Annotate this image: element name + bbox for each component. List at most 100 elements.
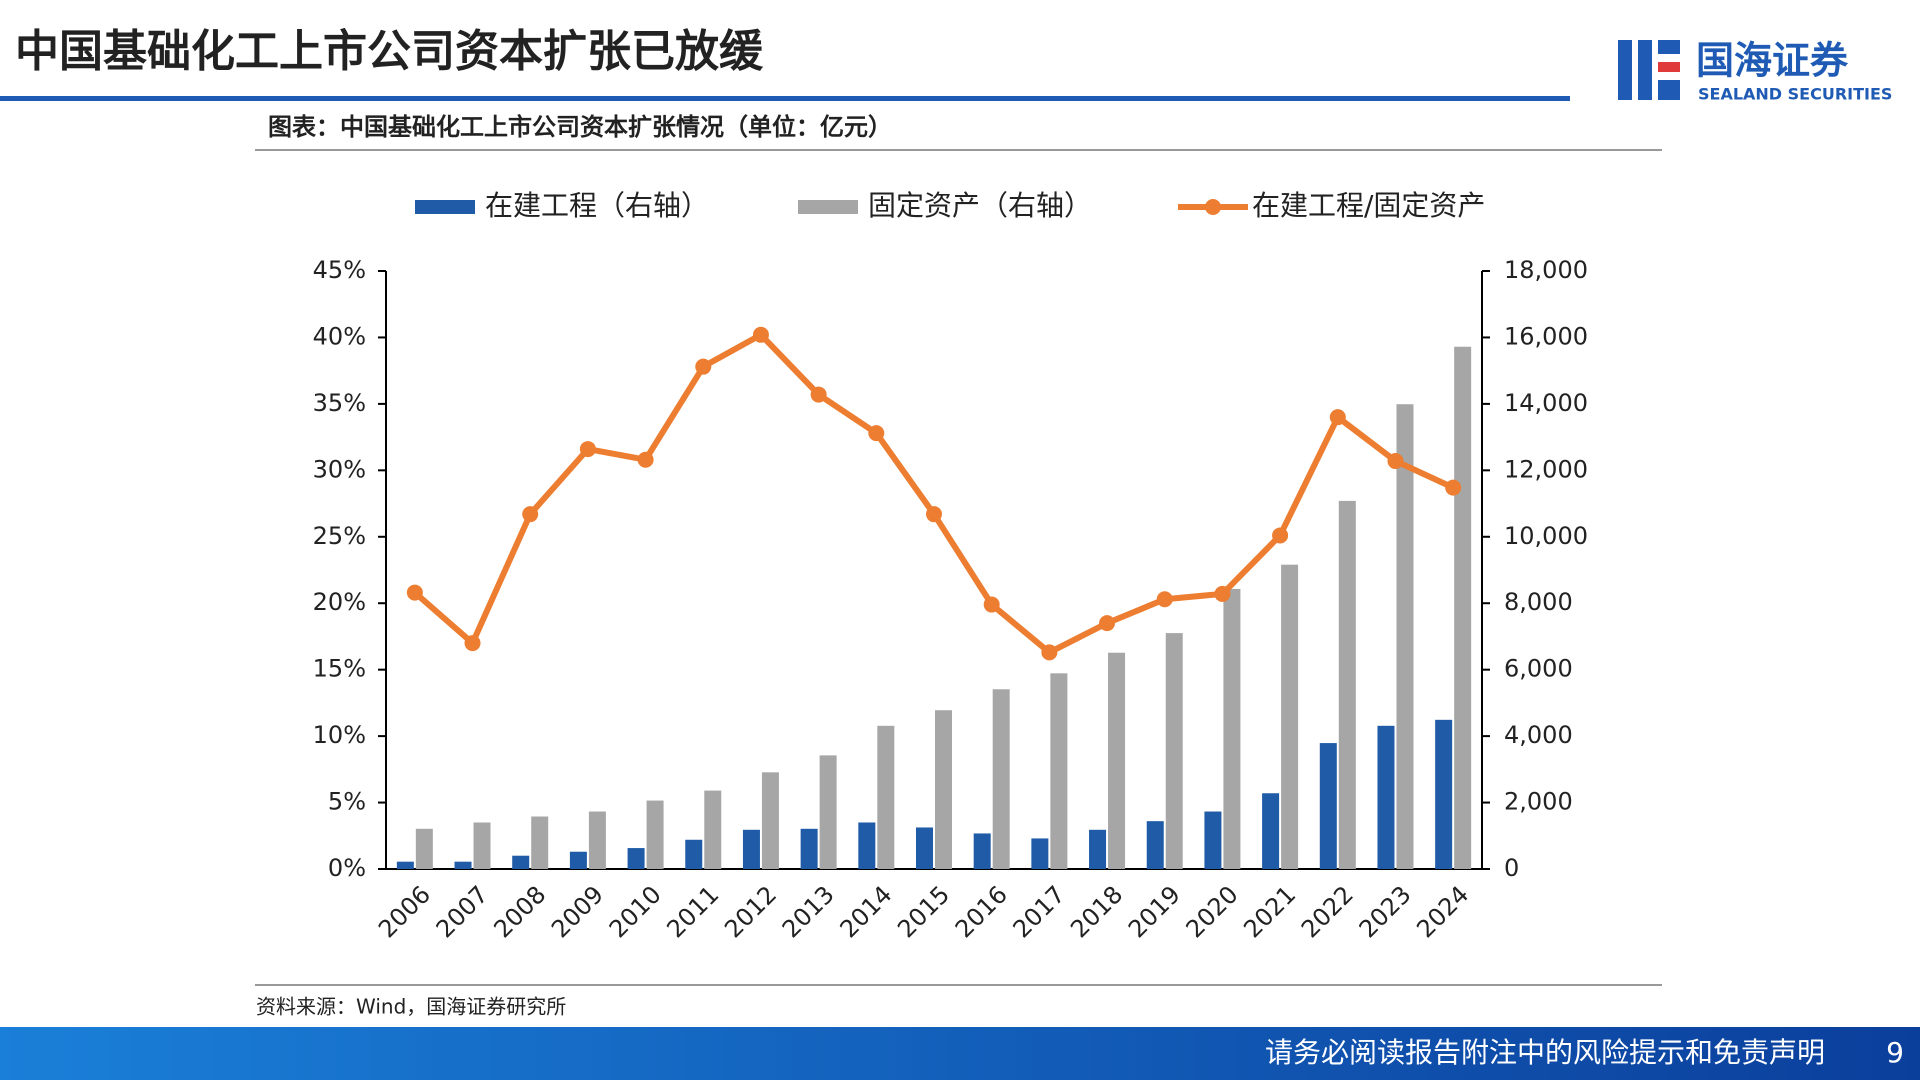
bar xyxy=(396,861,414,869)
y2-tick-label: 12,000 xyxy=(1504,455,1588,483)
y-tick-label: 20% xyxy=(313,588,366,616)
slide-title: 中国基础化工上市公司资本扩张已放缓 xyxy=(15,26,764,77)
x-tick-label: 2017 xyxy=(1008,880,1071,943)
y2-tick-label: 6,000 xyxy=(1504,655,1573,683)
line-point xyxy=(1041,644,1058,661)
bar xyxy=(1319,743,1337,869)
line-point xyxy=(1099,615,1116,632)
bar xyxy=(1377,725,1395,869)
y-tick-label: 5% xyxy=(328,788,366,816)
logo-en: SEALAND SECURITIES xyxy=(1698,85,1892,104)
line-point xyxy=(522,506,539,523)
bar xyxy=(1204,811,1222,869)
bar xyxy=(569,851,587,869)
y-tick-label: 35% xyxy=(313,389,366,417)
x-tick-label: 2010 xyxy=(604,880,667,943)
x-tick-label: 2024 xyxy=(1411,880,1474,943)
logo-bar xyxy=(1658,80,1680,100)
y2-tick-label: 10,000 xyxy=(1504,522,1588,550)
x-tick-label: 2022 xyxy=(1296,880,1359,943)
x-tick-label: 2015 xyxy=(892,880,955,943)
bar xyxy=(1146,821,1164,869)
x-tick-label: 2014 xyxy=(835,880,898,943)
bar xyxy=(1108,652,1126,869)
bar xyxy=(1031,838,1049,869)
line-point xyxy=(983,596,1000,613)
x-tick-label: 2023 xyxy=(1354,880,1417,943)
y2-tick-label: 0 xyxy=(1504,854,1519,882)
logo-bar xyxy=(1658,40,1680,54)
bar xyxy=(1281,564,1299,869)
bar xyxy=(935,710,952,869)
x-tick-label: 2008 xyxy=(488,880,551,943)
y-tick-label: 40% xyxy=(313,322,366,350)
logo-bar xyxy=(1638,40,1652,100)
line-point xyxy=(1272,527,1289,544)
y2-tick-label: 4,000 xyxy=(1504,721,1573,749)
x-tick-label: 2011 xyxy=(661,880,724,943)
line-point xyxy=(868,425,885,442)
y2-tick-label: 18,000 xyxy=(1504,256,1588,284)
x-tick-label: 2007 xyxy=(431,880,494,943)
x-tick-label: 2009 xyxy=(546,880,609,943)
bar xyxy=(1396,404,1414,869)
y2-tick-label: 2,000 xyxy=(1504,788,1573,816)
line-point xyxy=(810,386,827,403)
line-point xyxy=(637,451,654,468)
disclaimer: 请务必阅读报告附注中的风险提示和免责声明 xyxy=(1265,1036,1825,1069)
x-tick-label: 2021 xyxy=(1238,880,1301,943)
bar xyxy=(761,772,779,869)
legend-label: 在建工程/固定资产 xyxy=(1252,189,1485,222)
bar xyxy=(1262,793,1280,869)
bar xyxy=(1050,673,1068,869)
y-tick-label: 10% xyxy=(313,721,366,749)
x-tick-label: 2018 xyxy=(1065,880,1128,943)
bar xyxy=(1165,633,1183,869)
x-tick-label: 2020 xyxy=(1181,880,1244,943)
logo-name: 国海证券 xyxy=(1696,39,1849,83)
bar xyxy=(627,848,645,869)
page-number: 9 xyxy=(1886,1036,1904,1069)
legend-swatch xyxy=(798,200,858,214)
line-point xyxy=(464,635,481,652)
bar xyxy=(1223,588,1241,869)
bar xyxy=(531,816,549,869)
chart-title: 图表：中国基础化工上市公司资本扩张情况（单位：亿元） xyxy=(268,113,892,141)
bar xyxy=(454,861,472,869)
bar xyxy=(916,827,933,869)
bar xyxy=(1454,346,1472,869)
y-tick-label: 25% xyxy=(313,522,366,550)
bar xyxy=(742,829,760,869)
bar xyxy=(685,839,703,869)
legend-label: 在建工程（右轴） xyxy=(485,189,709,222)
y2-tick-label: 16,000 xyxy=(1504,322,1588,350)
line-point xyxy=(1387,453,1404,470)
y-tick-label: 15% xyxy=(313,655,366,683)
line-point xyxy=(926,506,942,523)
footer-band xyxy=(0,1027,1920,1080)
line-point xyxy=(406,584,423,601)
bar xyxy=(973,833,991,869)
bar xyxy=(415,828,433,869)
x-tick-label: 2012 xyxy=(719,880,782,943)
source: 资料来源：Wind，国海证券研究所 xyxy=(256,995,566,1019)
logo: 国海证券 SEALAND SECURITIES xyxy=(1618,39,1892,104)
y2-tick-label: 8,000 xyxy=(1504,588,1573,616)
x-tick-label: 2016 xyxy=(950,880,1013,943)
line-point xyxy=(1329,409,1346,426)
logo-bar xyxy=(1618,40,1632,100)
y2-tick-label: 14,000 xyxy=(1504,389,1588,417)
y-tick-label: 45% xyxy=(313,256,366,284)
x-tick-label: 2006 xyxy=(373,880,436,943)
bar xyxy=(800,828,818,869)
y-tick-label: 0% xyxy=(328,854,366,882)
line-point xyxy=(579,441,596,458)
bar xyxy=(858,822,876,869)
bar xyxy=(646,800,664,869)
bar xyxy=(704,790,722,869)
x-tick-label: 2013 xyxy=(777,880,840,943)
bar xyxy=(1338,500,1356,869)
bar xyxy=(877,725,895,869)
